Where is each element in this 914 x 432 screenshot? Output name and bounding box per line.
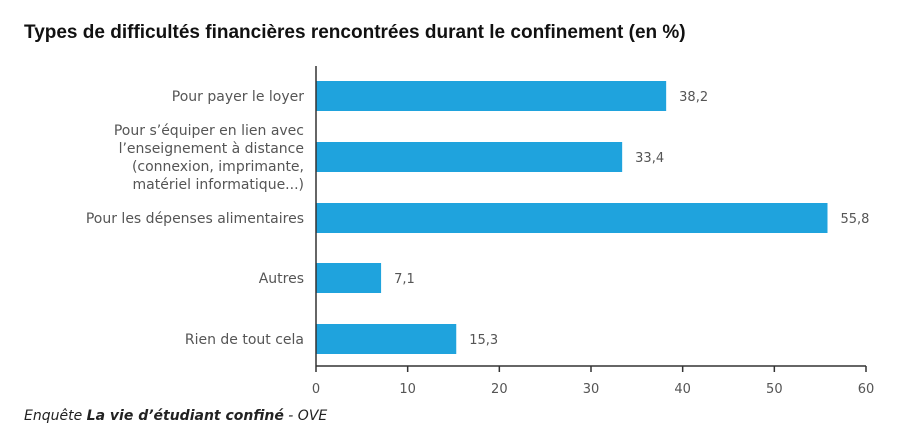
source-note: Enquête La vie d’étudiant confiné - OVE (24, 408, 327, 424)
x-tick-label-0: 0 (312, 382, 320, 397)
value-label-2: 55,8 (841, 212, 870, 227)
source-suffix: - OVE (283, 408, 328, 424)
value-label-4: 15,3 (469, 333, 498, 348)
bar-chart: 38,2 Pour payer le loyer 33,4 Pour s’équipe… (86, 66, 875, 397)
category-label-line: Autres (259, 271, 304, 287)
category-label-line: (connexion, imprimante, (132, 159, 304, 175)
x-tick-label-3: 30 (583, 382, 600, 397)
category-label-0: Pour payer le loyer (172, 89, 304, 105)
chart-title: Types de difficultés financières rencont… (24, 22, 686, 43)
x-tick-label-4: 40 (674, 382, 691, 397)
bar-0 (316, 81, 667, 111)
value-label-3: 7,1 (394, 272, 415, 287)
category-label-1: Pour s’équiper en lien avec l’enseignemen… (114, 123, 304, 193)
bar-3 (316, 263, 382, 293)
category-label-line: Rien de tout cela (185, 332, 304, 348)
bar-4 (316, 324, 457, 354)
source-survey-name: La vie d’étudiant confiné (86, 408, 284, 424)
x-tick-label-5: 50 (766, 382, 783, 397)
source-prefix: Enquête (24, 408, 87, 424)
bar-1 (316, 142, 623, 172)
value-label-1: 33,4 (635, 151, 664, 166)
category-label-line: Pour s’équiper en lien avec (114, 123, 304, 139)
x-tick-label-6: 60 (858, 382, 875, 397)
x-tick-label-1: 10 (399, 382, 416, 397)
category-label-4: Rien de tout cela (185, 332, 304, 348)
category-label-3: Autres (259, 271, 304, 287)
category-label-line: Pour payer le loyer (172, 89, 304, 105)
category-label-line: l’enseignement à distance (119, 141, 304, 157)
bar-2 (316, 203, 828, 233)
x-tick-label-2: 20 (491, 382, 508, 397)
category-label-line: Pour les dépenses alimentaires (86, 211, 304, 227)
value-label-0: 38,2 (679, 90, 708, 105)
category-label-2: Pour les dépenses alimentaires (86, 211, 304, 227)
category-label-line: matériel informatique...) (133, 177, 304, 193)
